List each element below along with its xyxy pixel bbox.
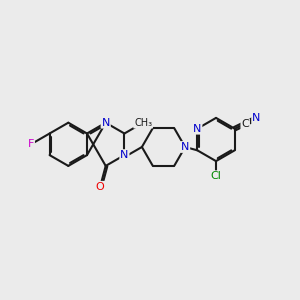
- Text: CH₃: CH₃: [134, 118, 152, 128]
- Text: F: F: [28, 139, 34, 149]
- Text: N: N: [252, 113, 260, 123]
- Text: Cl: Cl: [211, 171, 221, 181]
- Text: N: N: [181, 142, 189, 152]
- Text: N: N: [101, 118, 110, 128]
- Text: O: O: [96, 182, 104, 192]
- Text: N: N: [120, 150, 129, 160]
- Text: C: C: [241, 119, 249, 129]
- Text: N: N: [193, 124, 202, 134]
